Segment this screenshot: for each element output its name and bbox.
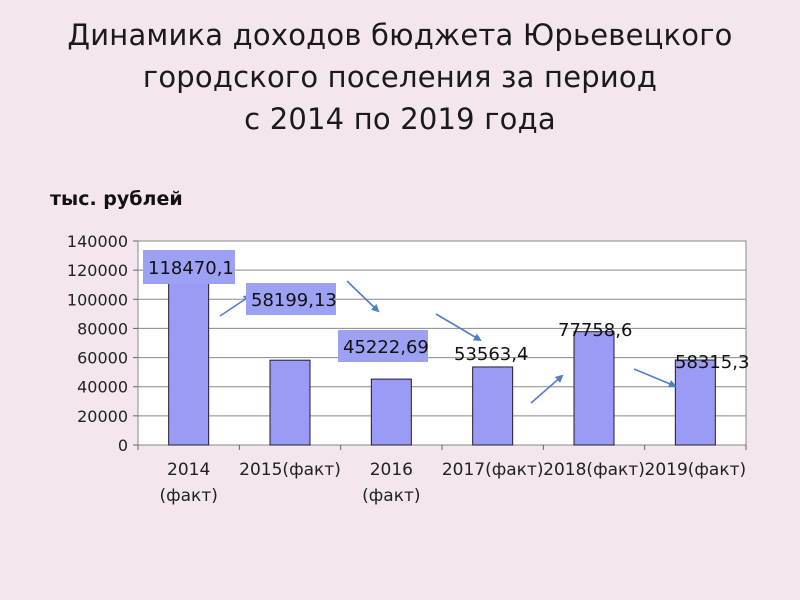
- bar: [168, 271, 210, 446]
- data-label: 53563,4: [454, 344, 528, 365]
- units-label: тыс. рублей: [50, 188, 183, 210]
- trend-arrow: [219, 294, 252, 317]
- data-label-box: [246, 283, 336, 315]
- title-line-2: городского поселения за период: [142, 60, 658, 94]
- x-axis: 2014 (факт) 2015(факт) 2016 (факт) 2017(факт)…: [137, 445, 747, 506]
- gridlines: [138, 269, 746, 417]
- slide-title: Динамика доходов бюджета Юрьевецкого гор…: [0, 14, 800, 140]
- trend-arrow: [346, 280, 380, 313]
- bars: [168, 271, 716, 446]
- y-tick-label: 100000: [67, 290, 128, 309]
- x-tick-label: 2019(факт): [645, 460, 747, 480]
- title-line-3: с 2014 по 2019 года: [244, 102, 556, 136]
- trend-arrow: [435, 313, 482, 342]
- trend-arrow: [633, 368, 677, 388]
- x-tick-label: 2014: [167, 460, 210, 480]
- y-tick-label: 120000: [67, 261, 128, 280]
- bar: [269, 359, 311, 446]
- x-tick-label: (факт): [159, 486, 217, 506]
- x-tick-label: 2015(факт): [239, 460, 341, 480]
- x-tick-label: (факт): [362, 486, 420, 506]
- y-tick-label: 60000: [77, 349, 128, 368]
- data-label: 77758,6: [558, 320, 632, 341]
- plot-area: 020000400006000080000100000120000140000 …: [67, 232, 747, 506]
- y-tick-label: 0: [118, 436, 128, 455]
- y-tick-label: 140000: [67, 232, 128, 251]
- data-label-box: [143, 250, 235, 284]
- data-label: 58199,13: [251, 290, 337, 311]
- x-tick-label: 2016: [370, 460, 413, 480]
- data-label-box: [338, 330, 428, 362]
- y-tick-label: 40000: [77, 378, 128, 397]
- y-tick-label: 20000: [77, 407, 128, 426]
- plot-frame: [137, 240, 747, 446]
- trend-arrow: [530, 374, 564, 404]
- x-tick-label: 2017(факт): [442, 460, 544, 480]
- trend-arrows: [219, 280, 677, 404]
- title-line-1: Динамика доходов бюджета Юрьевецкого: [67, 18, 733, 52]
- bar: [674, 359, 716, 446]
- y-tick-label: 80000: [77, 319, 128, 338]
- y-axis: 0 20000 40000 60000 80000 100000 120000 140000: [67, 232, 138, 455]
- bar: [573, 331, 615, 446]
- data-label: 118470,1: [148, 258, 234, 279]
- bar: [472, 366, 514, 446]
- bar: [370, 378, 412, 446]
- data-label: 58315,3: [675, 352, 749, 373]
- data-label: 45222,69: [343, 337, 429, 358]
- x-tick-label: 2018(факт): [543, 460, 645, 480]
- data-labels: 118470,1 58199,13 45222,69 53563,4 77758,6 58…: [143, 250, 749, 373]
